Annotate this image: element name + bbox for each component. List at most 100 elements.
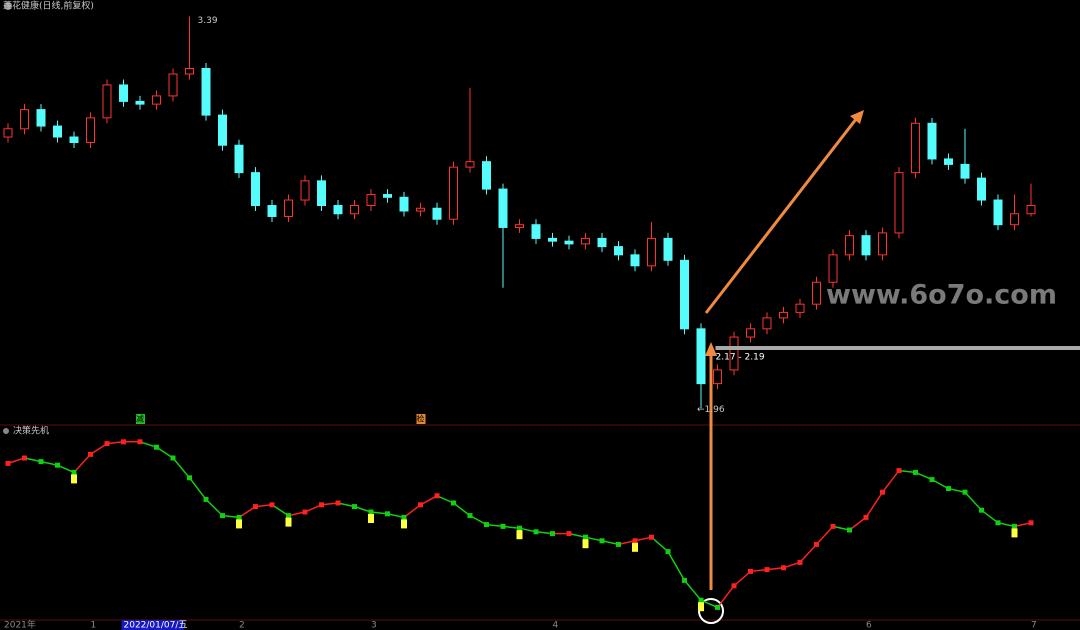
- marker-bg: [136, 414, 145, 424]
- panel-icon: [3, 428, 9, 434]
- indicator-point: [368, 509, 374, 515]
- indicator-point: [500, 523, 506, 529]
- candle-body: [762, 317, 772, 330]
- indicator-point: [187, 475, 192, 481]
- indicator-point: [434, 493, 440, 499]
- indicator-point: [979, 507, 984, 513]
- candle-body: [861, 235, 871, 256]
- indicator-point: [286, 513, 291, 519]
- candle-body: [399, 196, 409, 212]
- indicator-point: [781, 565, 786, 571]
- indicator-point: [616, 541, 621, 547]
- indicator-point: [863, 514, 869, 520]
- signal: [1011, 528, 1018, 538]
- indicator-segment: [750, 568, 768, 573]
- indicator-segment: [370, 511, 388, 515]
- candle-body: [416, 207, 425, 212]
- candle-body: [36, 109, 46, 127]
- marker-label: 检: [417, 414, 425, 424]
- candle-body: [746, 328, 755, 338]
- indicator-point: [335, 500, 341, 506]
- low-label: ←1.96: [697, 405, 725, 415]
- indicator-segment: [40, 460, 58, 466]
- candle-body: [515, 224, 524, 228]
- menu-icon[interactable]: [4, 2, 12, 10]
- indicator-segment: [651, 536, 669, 553]
- indicator-point: [253, 504, 258, 510]
- signal: [582, 539, 589, 549]
- candle-body: [680, 259, 689, 330]
- signal: [285, 517, 292, 527]
- indicator-point: [550, 531, 555, 537]
- indicator-segment: [255, 504, 273, 508]
- signal: [368, 514, 374, 523]
- candle-body: [201, 68, 211, 116]
- indicator-segment: [915, 471, 933, 481]
- arrow-head: [705, 342, 717, 356]
- panel-title: 决策先机: [13, 425, 49, 437]
- x-tick-label: 2021年: [4, 619, 36, 630]
- chart-title: 莲花健康(日线,前复权): [3, 0, 94, 12]
- indicator-point: [1028, 520, 1034, 526]
- candle-body: [366, 194, 376, 207]
- candle-body: [779, 311, 788, 319]
- indicator-segment: [502, 525, 520, 529]
- candle-body: [185, 68, 194, 75]
- high-label: 3.39: [198, 16, 218, 26]
- candle-body: [911, 122, 920, 174]
- indicator-point: [104, 441, 110, 447]
- candle-body: [432, 207, 442, 220]
- indicator-point: [583, 534, 588, 540]
- indicator-point: [665, 549, 671, 555]
- indicator-point: [566, 531, 572, 537]
- indicator-segment: [981, 509, 999, 524]
- indicator-point: [467, 513, 473, 519]
- indicator-point: [319, 502, 324, 508]
- indicator-segment: [832, 525, 850, 531]
- indicator-segment: [106, 441, 124, 445]
- indicator-segment: [898, 469, 916, 474]
- x-tick-label: 6: [866, 621, 872, 630]
- candle-body: [350, 205, 359, 215]
- candle-body: [944, 158, 953, 165]
- indicator-segment: [733, 570, 751, 587]
- signal: [71, 474, 77, 484]
- indicator-segment: [931, 478, 949, 490]
- indicator-segment: [156, 446, 174, 459]
- signal: [401, 519, 407, 529]
- indicator-segment: [222, 514, 240, 519]
- candle-body: [531, 224, 541, 239]
- indicator-point: [748, 568, 753, 574]
- candle-body: [977, 177, 986, 201]
- candle-body: [3, 128, 13, 138]
- indicator-point: [599, 538, 605, 544]
- indicator-segment: [205, 498, 224, 517]
- indicator-point: [418, 502, 423, 508]
- candle-body: [152, 95, 161, 105]
- indicator-point: [401, 514, 407, 520]
- indicator-point: [385, 511, 390, 517]
- indicator-segment: [7, 457, 25, 465]
- indicator-point: [121, 439, 126, 445]
- indicator-segment: [799, 543, 818, 563]
- candle-body: [845, 235, 854, 256]
- candle-body: [960, 163, 970, 179]
- indicator-point: [946, 486, 951, 492]
- x-tick-label: 2022/01/07/五: [124, 621, 188, 630]
- candle-body: [69, 136, 79, 143]
- indicator-point: [896, 468, 902, 474]
- indicator-segment: [387, 513, 405, 519]
- indicator-point: [38, 459, 44, 465]
- candle-body: [713, 369, 722, 385]
- indicator-segment: [420, 495, 438, 506]
- signal: [516, 530, 523, 540]
- candle-body: [1010, 213, 1019, 226]
- indicator-segment: [271, 504, 289, 517]
- indicator-point: [203, 496, 209, 502]
- candle-body: [284, 199, 293, 217]
- signal: [698, 602, 704, 612]
- indicator-segment: [469, 514, 487, 526]
- indicator-point: [715, 604, 720, 610]
- indicator-point: [995, 520, 1001, 526]
